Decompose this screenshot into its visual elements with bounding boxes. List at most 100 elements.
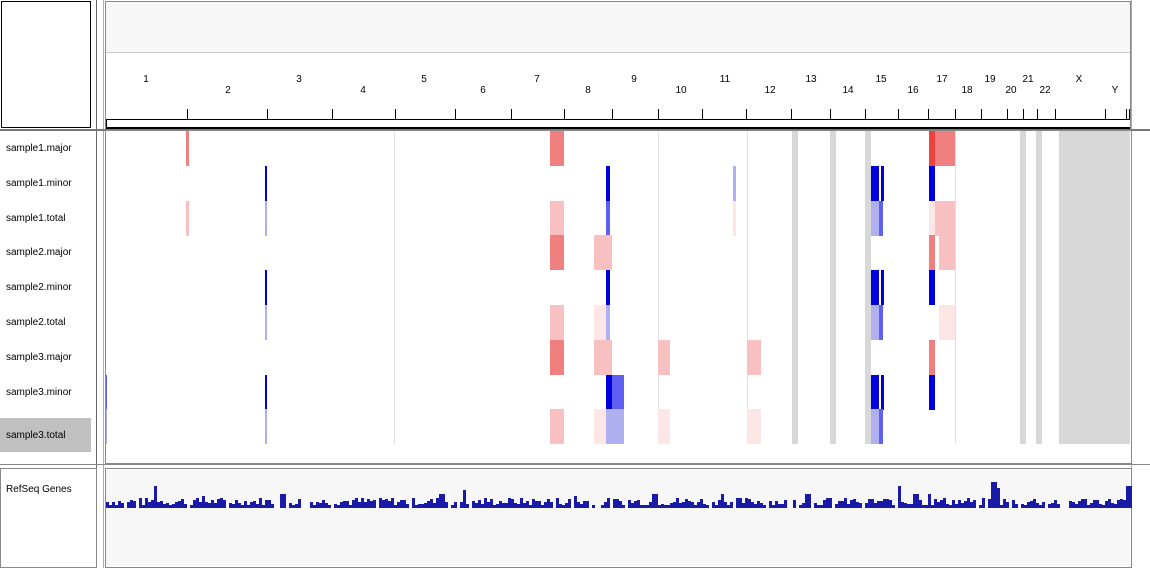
track-label[interactable]: sample3.minor — [6, 386, 72, 398]
track-label[interactable]: sample1.total — [6, 212, 66, 224]
chromosome-ruler[interactable]: 1 2 3 4 5 6 7 8 9 10 11 12 13 14 15 16 17 18 19 20 21 22 X Y — [106, 52, 1130, 129]
chromosome-label[interactable]: 5 — [421, 74, 427, 85]
copy-number-segment[interactable] — [106, 409, 107, 445]
copy-number-segment[interactable] — [594, 409, 606, 445]
chromosome-label[interactable]: 3 — [296, 74, 302, 85]
chromosome-label[interactable]: 8 — [585, 85, 591, 96]
chromosome-label[interactable]: 16 — [907, 85, 919, 96]
copy-number-segment[interactable] — [871, 200, 879, 236]
gene-density-bar — [775, 501, 778, 508]
chromosome-label[interactable]: 1 — [143, 74, 149, 85]
gene-density-bar — [316, 502, 319, 508]
copy-number-segment[interactable] — [871, 374, 879, 410]
copy-number-segment[interactable] — [929, 165, 935, 201]
copy-number-segment[interactable] — [871, 165, 879, 201]
chromosome-label[interactable]: 14 — [842, 85, 854, 96]
copy-number-segment[interactable] — [881, 270, 884, 306]
copy-number-segment[interactable] — [612, 374, 624, 410]
copy-number-segment[interactable] — [550, 305, 564, 340]
copy-number-segment[interactable] — [594, 235, 612, 271]
chromosome-label[interactable]: 6 — [480, 85, 486, 96]
copy-number-segment[interactable] — [606, 165, 610, 201]
chromosome-label[interactable]: 18 — [961, 85, 973, 96]
attribute-panel-divider[interactable] — [103, 0, 104, 568]
copy-number-segment[interactable] — [939, 305, 955, 340]
chromosome-label[interactable]: 7 — [534, 74, 540, 85]
copy-number-segment[interactable] — [594, 305, 606, 340]
copy-number-segment[interactable] — [106, 374, 107, 410]
copy-number-segment[interactable] — [733, 165, 736, 201]
chromosome-label[interactable]: 15 — [875, 74, 887, 85]
copy-number-segment[interactable] — [871, 270, 879, 306]
copy-number-segment[interactable] — [747, 339, 761, 375]
copy-number-segment[interactable] — [929, 200, 935, 236]
chromosome-label[interactable]: 9 — [631, 74, 637, 85]
track-label[interactable]: sample3.total — [0, 418, 91, 453]
chromosome-label[interactable]: Y — [1111, 85, 1119, 96]
copy-number-segment[interactable] — [939, 235, 955, 271]
copy-number-segment[interactable] — [606, 200, 610, 236]
track-label[interactable]: sample2.major — [6, 247, 72, 259]
copy-number-segment[interactable] — [265, 305, 267, 340]
chromosome-ruler-panel[interactable]: 1 2 3 4 5 6 7 8 9 10 11 12 13 14 15 16 17 18 19 20 21 22 X Y — [105, 1, 1131, 129]
copy-number-segment[interactable] — [186, 200, 189, 236]
copy-number-segment[interactable] — [871, 305, 879, 340]
track-label[interactable]: sample3.major — [6, 351, 72, 363]
chromosome-label[interactable]: 20 — [1005, 85, 1017, 96]
copy-number-segment[interactable] — [871, 409, 879, 445]
copy-number-segment[interactable] — [550, 339, 564, 375]
copy-number-segment[interactable] — [606, 270, 610, 306]
chromosome-label[interactable]: 19 — [984, 74, 996, 85]
copy-number-segment[interactable] — [606, 305, 610, 340]
gene-density-bar — [121, 503, 124, 508]
name-panel-divider[interactable] — [96, 0, 97, 568]
copy-number-segment[interactable] — [881, 374, 884, 410]
copy-number-segment[interactable] — [550, 131, 564, 166]
chromosome-label[interactable]: 10 — [675, 85, 687, 96]
gene-track-label[interactable]: RefSeq Genes — [6, 484, 72, 495]
copy-number-segment[interactable] — [879, 200, 883, 236]
copy-number-segment[interactable] — [606, 409, 624, 445]
copy-number-segment[interactable] — [265, 165, 267, 201]
copy-number-segment[interactable] — [265, 200, 267, 236]
track-label[interactable]: sample1.minor — [6, 177, 72, 189]
copy-number-segment[interactable] — [881, 165, 884, 201]
copy-number-segment[interactable] — [929, 374, 935, 410]
copy-number-segment[interactable] — [606, 374, 612, 410]
feature-panel-separator[interactable] — [0, 464, 1150, 465]
chromosome-label[interactable]: 4 — [360, 85, 366, 96]
chromosome-label[interactable]: X — [1075, 74, 1083, 85]
copy-number-segment[interactable] — [658, 339, 670, 375]
copy-number-segment[interactable] — [265, 374, 267, 410]
copy-number-segment[interactable] — [935, 131, 955, 166]
copy-number-segment[interactable] — [594, 339, 612, 375]
chromosome-label[interactable]: 22 — [1039, 85, 1051, 96]
copy-number-segment[interactable] — [747, 409, 761, 445]
chromosome-label[interactable]: 13 — [805, 74, 817, 85]
copy-number-segment[interactable] — [265, 409, 267, 445]
copy-number-segment[interactable] — [879, 409, 883, 445]
chromosome-label[interactable]: 17 — [936, 74, 948, 85]
copy-number-segment[interactable] — [265, 270, 267, 306]
copy-number-segment[interactable] — [550, 235, 564, 271]
refseq-genes-track[interactable] — [106, 470, 1132, 566]
track-label[interactable]: sample2.total — [6, 317, 66, 328]
copy-number-segment[interactable] — [186, 131, 189, 166]
copy-number-segment[interactable] — [550, 200, 564, 236]
copy-number-segment[interactable] — [879, 305, 883, 340]
chromosome-label[interactable]: 11 — [719, 74, 731, 85]
chromosome-label[interactable]: 2 — [225, 85, 231, 96]
chromosome-label[interactable]: 21 — [1022, 74, 1034, 85]
copy-number-segment[interactable] — [550, 409, 564, 445]
track-label[interactable]: sample2.minor — [6, 282, 72, 294]
copy-number-segment[interactable] — [929, 270, 935, 306]
copy-number-segment[interactable] — [658, 409, 670, 445]
copy-number-segment[interactable] — [733, 200, 736, 236]
data-panel[interactable] — [106, 131, 1130, 445]
track-label[interactable]: sample1.major — [6, 143, 72, 154]
copy-number-segment[interactable] — [935, 200, 955, 236]
copy-number-segment[interactable] — [929, 339, 935, 375]
copy-number-segment[interactable] — [929, 235, 935, 271]
copy-number-segment[interactable] — [929, 131, 935, 166]
chromosome-label[interactable]: 12 — [764, 85, 776, 96]
